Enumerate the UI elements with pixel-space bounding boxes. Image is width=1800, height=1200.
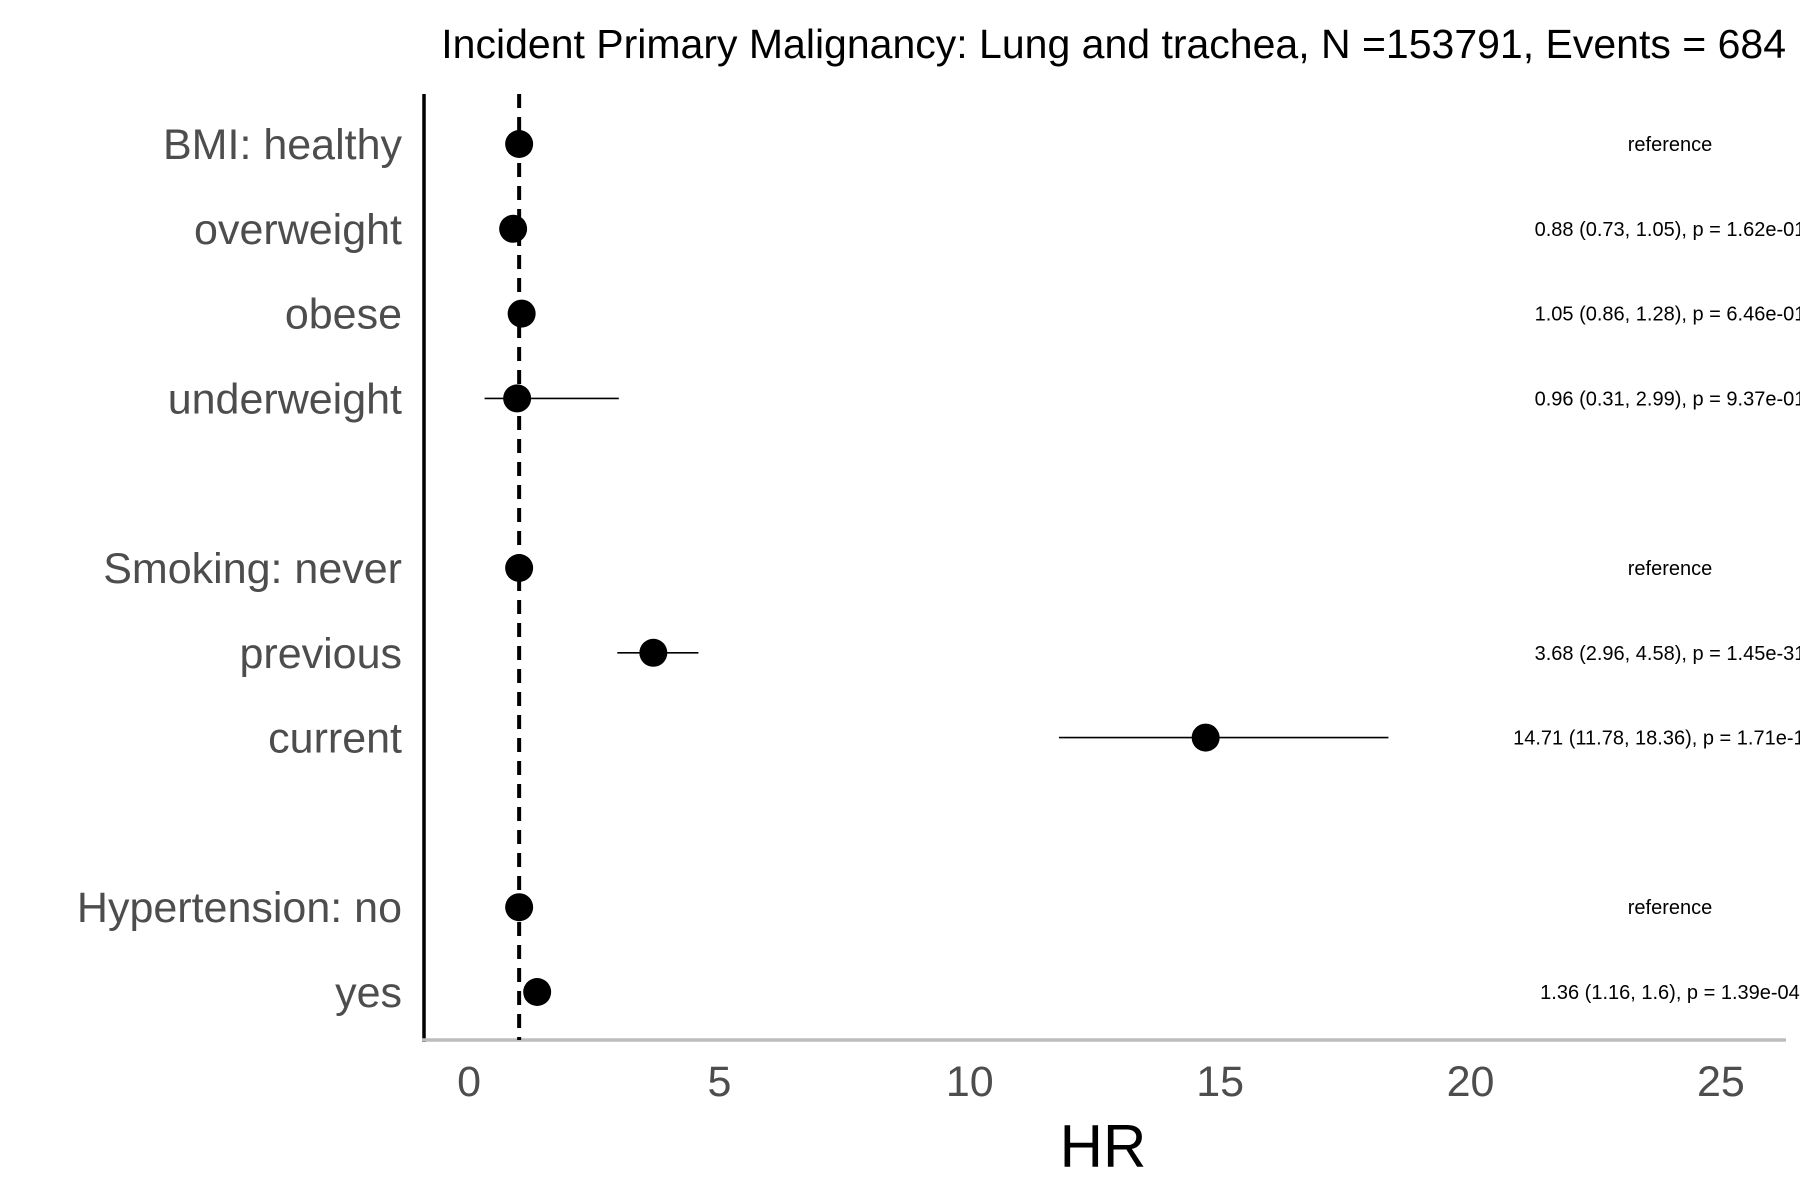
hr-point (523, 978, 552, 1006)
hr-annotation: 0.96 (0.31, 2.99), p = 9.37e-01 (1535, 388, 1800, 410)
hr-point (505, 130, 534, 158)
hr-annotation: 14.71 (11.78, 18.36), p = 1.71e-124 (1513, 728, 1800, 750)
hr-point (639, 638, 668, 667)
hr-annotation: 1.36 (1.16, 1.6), p = 1.39e-04 (1540, 982, 1800, 1004)
hr-annotation: 3.68 (2.96, 4.58), p = 1.45e-31 (1535, 643, 1800, 665)
row-label: previous (239, 630, 402, 678)
hr-annotation: 0.88 (0.73, 1.05), p = 1.62e-01 (1535, 219, 1800, 241)
plot-marks: 0 5 10 15 20 25 BMI: healthy reference overweigh… (77, 94, 1800, 1106)
hr-annotation: reference (1628, 134, 1713, 156)
row-label: overweight (194, 206, 402, 254)
hr-point (505, 554, 534, 582)
hr-annotation: 1.05 (0.86, 1.28), p = 6.46e-01 (1535, 304, 1800, 326)
row-label: current (268, 715, 402, 763)
x-tick-label: 15 (1196, 1058, 1244, 1106)
hr-annotation: reference (1628, 897, 1713, 919)
hr-annotation: reference (1628, 558, 1713, 580)
row-label: BMI: healthy (163, 121, 402, 169)
row-label: yes (335, 969, 402, 1017)
hr-point (507, 299, 536, 328)
row-label: Smoking: never (103, 545, 402, 593)
row-label: Hypertension: no (77, 884, 402, 932)
hr-point (505, 893, 534, 922)
hr-point (1191, 723, 1220, 752)
row-label: obese (285, 291, 402, 339)
chart-title: Incident Primary Malignancy: Lung and tr… (441, 21, 1786, 67)
x-axis-title: HR (1060, 1113, 1147, 1180)
row-label: underweight (168, 375, 402, 423)
x-tick-label: 25 (1697, 1058, 1745, 1106)
x-tick-label: 10 (946, 1058, 994, 1106)
hr-point (503, 384, 532, 413)
x-tick-label: 5 (707, 1058, 731, 1106)
hr-point (499, 214, 528, 243)
x-tick-label: 20 (1447, 1058, 1495, 1106)
x-tick-label: 0 (457, 1058, 481, 1106)
